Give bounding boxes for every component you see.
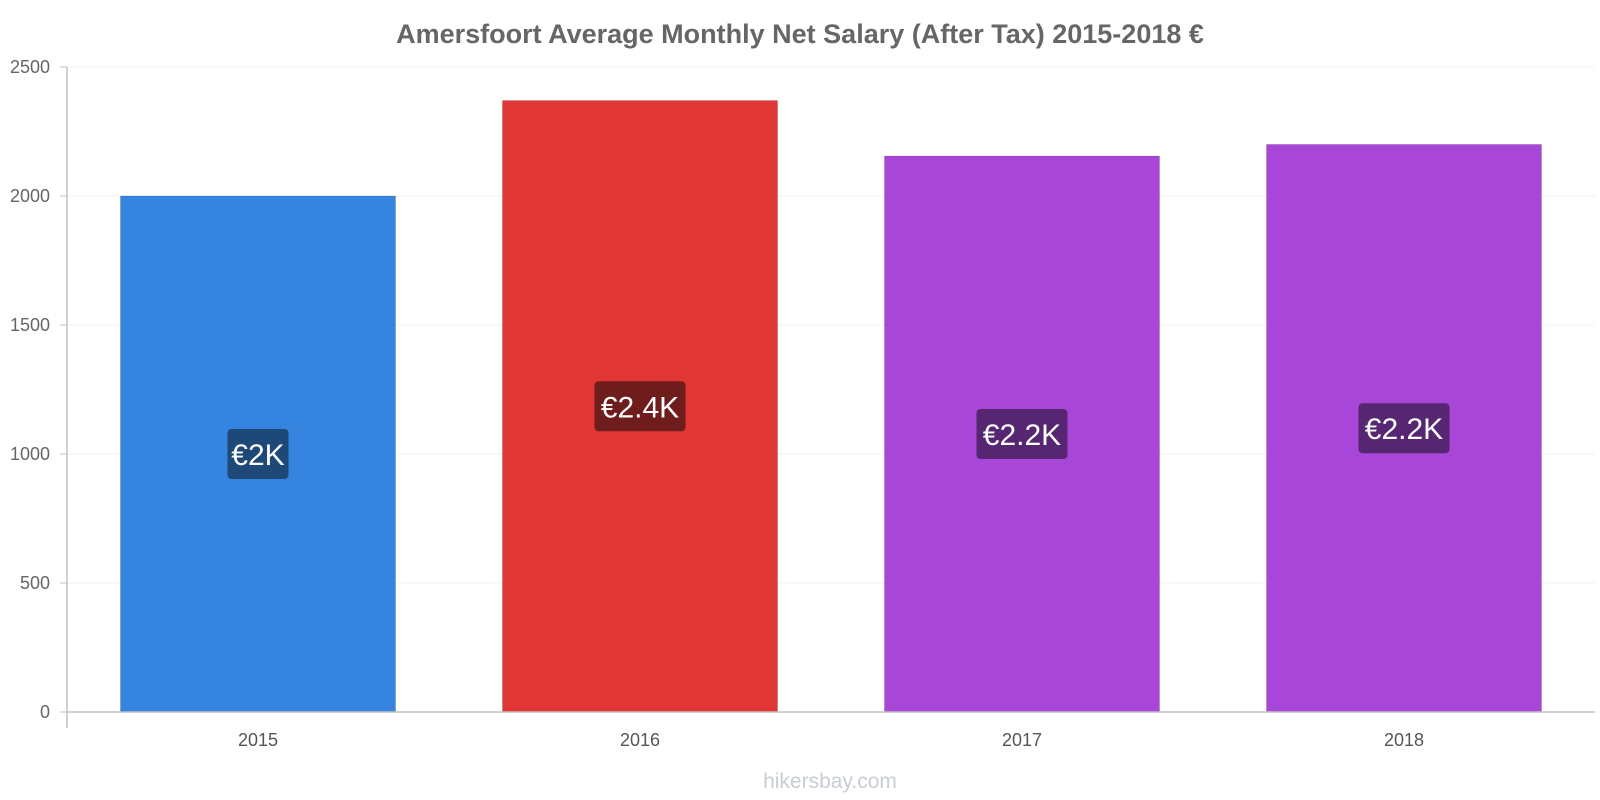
watermark: hikersbay.com (763, 770, 897, 793)
y-tick-label: 0 (40, 702, 50, 722)
y-tick-label: 2000 (10, 186, 50, 206)
bars (119, 100, 1543, 713)
data-labels: €2K €2.4K €2.2K €2.2K (227, 381, 1450, 479)
x-tick-label: 2016 (620, 730, 660, 750)
data-label: €2K (231, 439, 284, 472)
axes: 0 500 1000 1500 2000 2500 2015 2016 2017 2018 (10, 57, 1595, 750)
data-label-box (227, 429, 289, 479)
y-tick-label: 2500 (10, 57, 50, 77)
data-label: €2.2K (983, 419, 1061, 452)
x-tick-label: 2018 (1384, 730, 1424, 750)
y-tick-label: 1000 (10, 444, 50, 464)
data-label: €2.2K (1365, 413, 1443, 446)
data-label: €2.4K (601, 391, 679, 424)
data-label-box (976, 409, 1068, 460)
y-tick-label: 1500 (10, 315, 50, 335)
y-tick-label: 500 (20, 573, 50, 593)
chart-title: Amersfoort Average Monthly Net Salary (A… (396, 19, 1204, 49)
x-tick-label: 2015 (238, 730, 278, 750)
data-label-box (594, 381, 686, 432)
x-tick-label: 2017 (1002, 730, 1042, 750)
data-label-box (1358, 403, 1450, 454)
